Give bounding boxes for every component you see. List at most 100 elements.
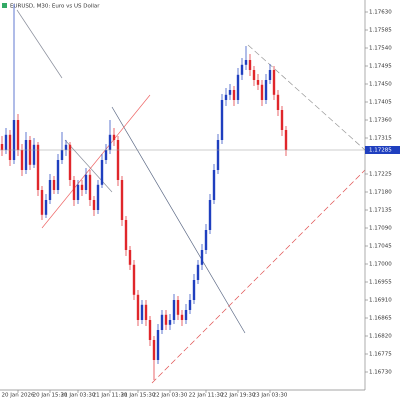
candle-body (164, 314, 168, 325)
y-tick-label: 1.16865 (369, 316, 392, 322)
candle-body (96, 184, 100, 210)
y-tick-label: 1.17405 (369, 100, 392, 106)
candle-body (116, 140, 120, 180)
x-tick-label: 20 Jan 15:30 (33, 393, 68, 399)
y-tick-label: 1.17315 (369, 136, 392, 142)
trend-line (41, 94, 151, 229)
candle-body (32, 144, 36, 165)
candle-body (280, 110, 284, 130)
candle-body (100, 160, 104, 185)
candle-body (184, 310, 188, 320)
x-tick-label: 21 Jan 11:30 (93, 393, 128, 399)
candle-body (220, 100, 224, 140)
candle-body (128, 250, 132, 265)
candle-body (68, 144, 72, 180)
candle-body (284, 130, 288, 150)
y-tick-label: 1.16820 (369, 334, 392, 340)
candle-body (152, 340, 156, 360)
candle-body (56, 160, 60, 190)
candle-body (204, 230, 208, 250)
x-tick-label: 22 Jan 03:30 (153, 393, 188, 399)
candle-body (88, 174, 92, 200)
candle-body (16, 120, 20, 150)
candle-body (132, 264, 136, 295)
candle-body (108, 134, 112, 150)
candle-body (176, 300, 180, 315)
y-tick-label: 1.17000 (369, 262, 392, 268)
y-tick-label: 1.16775 (369, 352, 392, 358)
candle-body (48, 180, 52, 200)
candle-body (24, 140, 28, 170)
y-tick-label: 1.16955 (369, 280, 392, 286)
candle-body (256, 80, 260, 85)
x-tick-label: 21 Jan 03:30 (61, 393, 96, 399)
x-tick-label: 22 Jan 11:30 (189, 393, 224, 399)
candle-body (112, 134, 116, 140)
y-tick-label: 1.17225 (369, 172, 392, 178)
x-tick-label: 22 Jan 19:30 (221, 393, 256, 399)
x-tick-label: 20 Jan 2026 (2, 393, 35, 399)
candle-body (4, 134, 8, 150)
y-tick-label: 1.17045 (369, 244, 392, 250)
candle-body (276, 94, 280, 110)
y-tick-label: 1.17495 (369, 64, 392, 70)
candle-body (76, 184, 80, 200)
trend-line (111, 106, 246, 334)
candle-body (264, 80, 268, 100)
candle-body (140, 304, 144, 320)
candle-body (268, 70, 272, 80)
x-tick-label: 21 Jan 15:30 (121, 393, 156, 399)
price-label-box (365, 146, 400, 154)
candle-body (200, 250, 204, 265)
candle-body (168, 320, 172, 325)
candle-body (192, 280, 196, 300)
trend-line (151, 169, 366, 384)
candle-body (28, 140, 32, 165)
candle-body (236, 74, 240, 100)
candle-body (216, 140, 220, 170)
candle-body (208, 200, 212, 230)
candle-body (12, 120, 16, 160)
candle-body (64, 144, 68, 150)
candle-body (188, 300, 192, 310)
candle-body (172, 300, 176, 320)
candle-body (232, 90, 236, 100)
candle-body (104, 150, 108, 160)
y-tick-label: 1.16730 (369, 370, 392, 376)
y-tick-label: 1.17360 (369, 118, 392, 124)
candle-body (52, 180, 56, 190)
candle-body (84, 174, 88, 190)
trend-line (247, 44, 366, 151)
candle-body (36, 144, 40, 190)
price-label: 1.17285 (369, 148, 392, 154)
candle-body (160, 314, 164, 330)
candle-body (60, 150, 64, 160)
candle-body (80, 184, 84, 190)
candle-body (248, 60, 252, 70)
candle-body (124, 220, 128, 250)
candle-body (212, 170, 216, 200)
y-tick-label: 1.17540 (369, 46, 392, 52)
candle-body (180, 314, 184, 320)
candle-body (156, 330, 160, 360)
candle-body (44, 200, 48, 215)
y-tick-label: 1.17090 (369, 226, 392, 232)
candle-body (20, 150, 24, 170)
trend-line (64, 139, 113, 193)
y-tick-label: 1.16910 (369, 298, 392, 304)
y-tick-label: 1.17180 (369, 190, 392, 196)
candle-body (196, 264, 200, 280)
candle-body (244, 60, 248, 65)
trend-line (16, 9, 63, 79)
candle-body (252, 70, 256, 80)
y-tick-label: 1.17630 (369, 10, 392, 16)
candle-body (120, 180, 124, 220)
candle-body (72, 180, 76, 200)
candle-body (228, 90, 232, 95)
x-tick-label: 23 Jan 03:30 (253, 393, 288, 399)
candle-body (272, 70, 276, 95)
candle-body (144, 304, 148, 320)
